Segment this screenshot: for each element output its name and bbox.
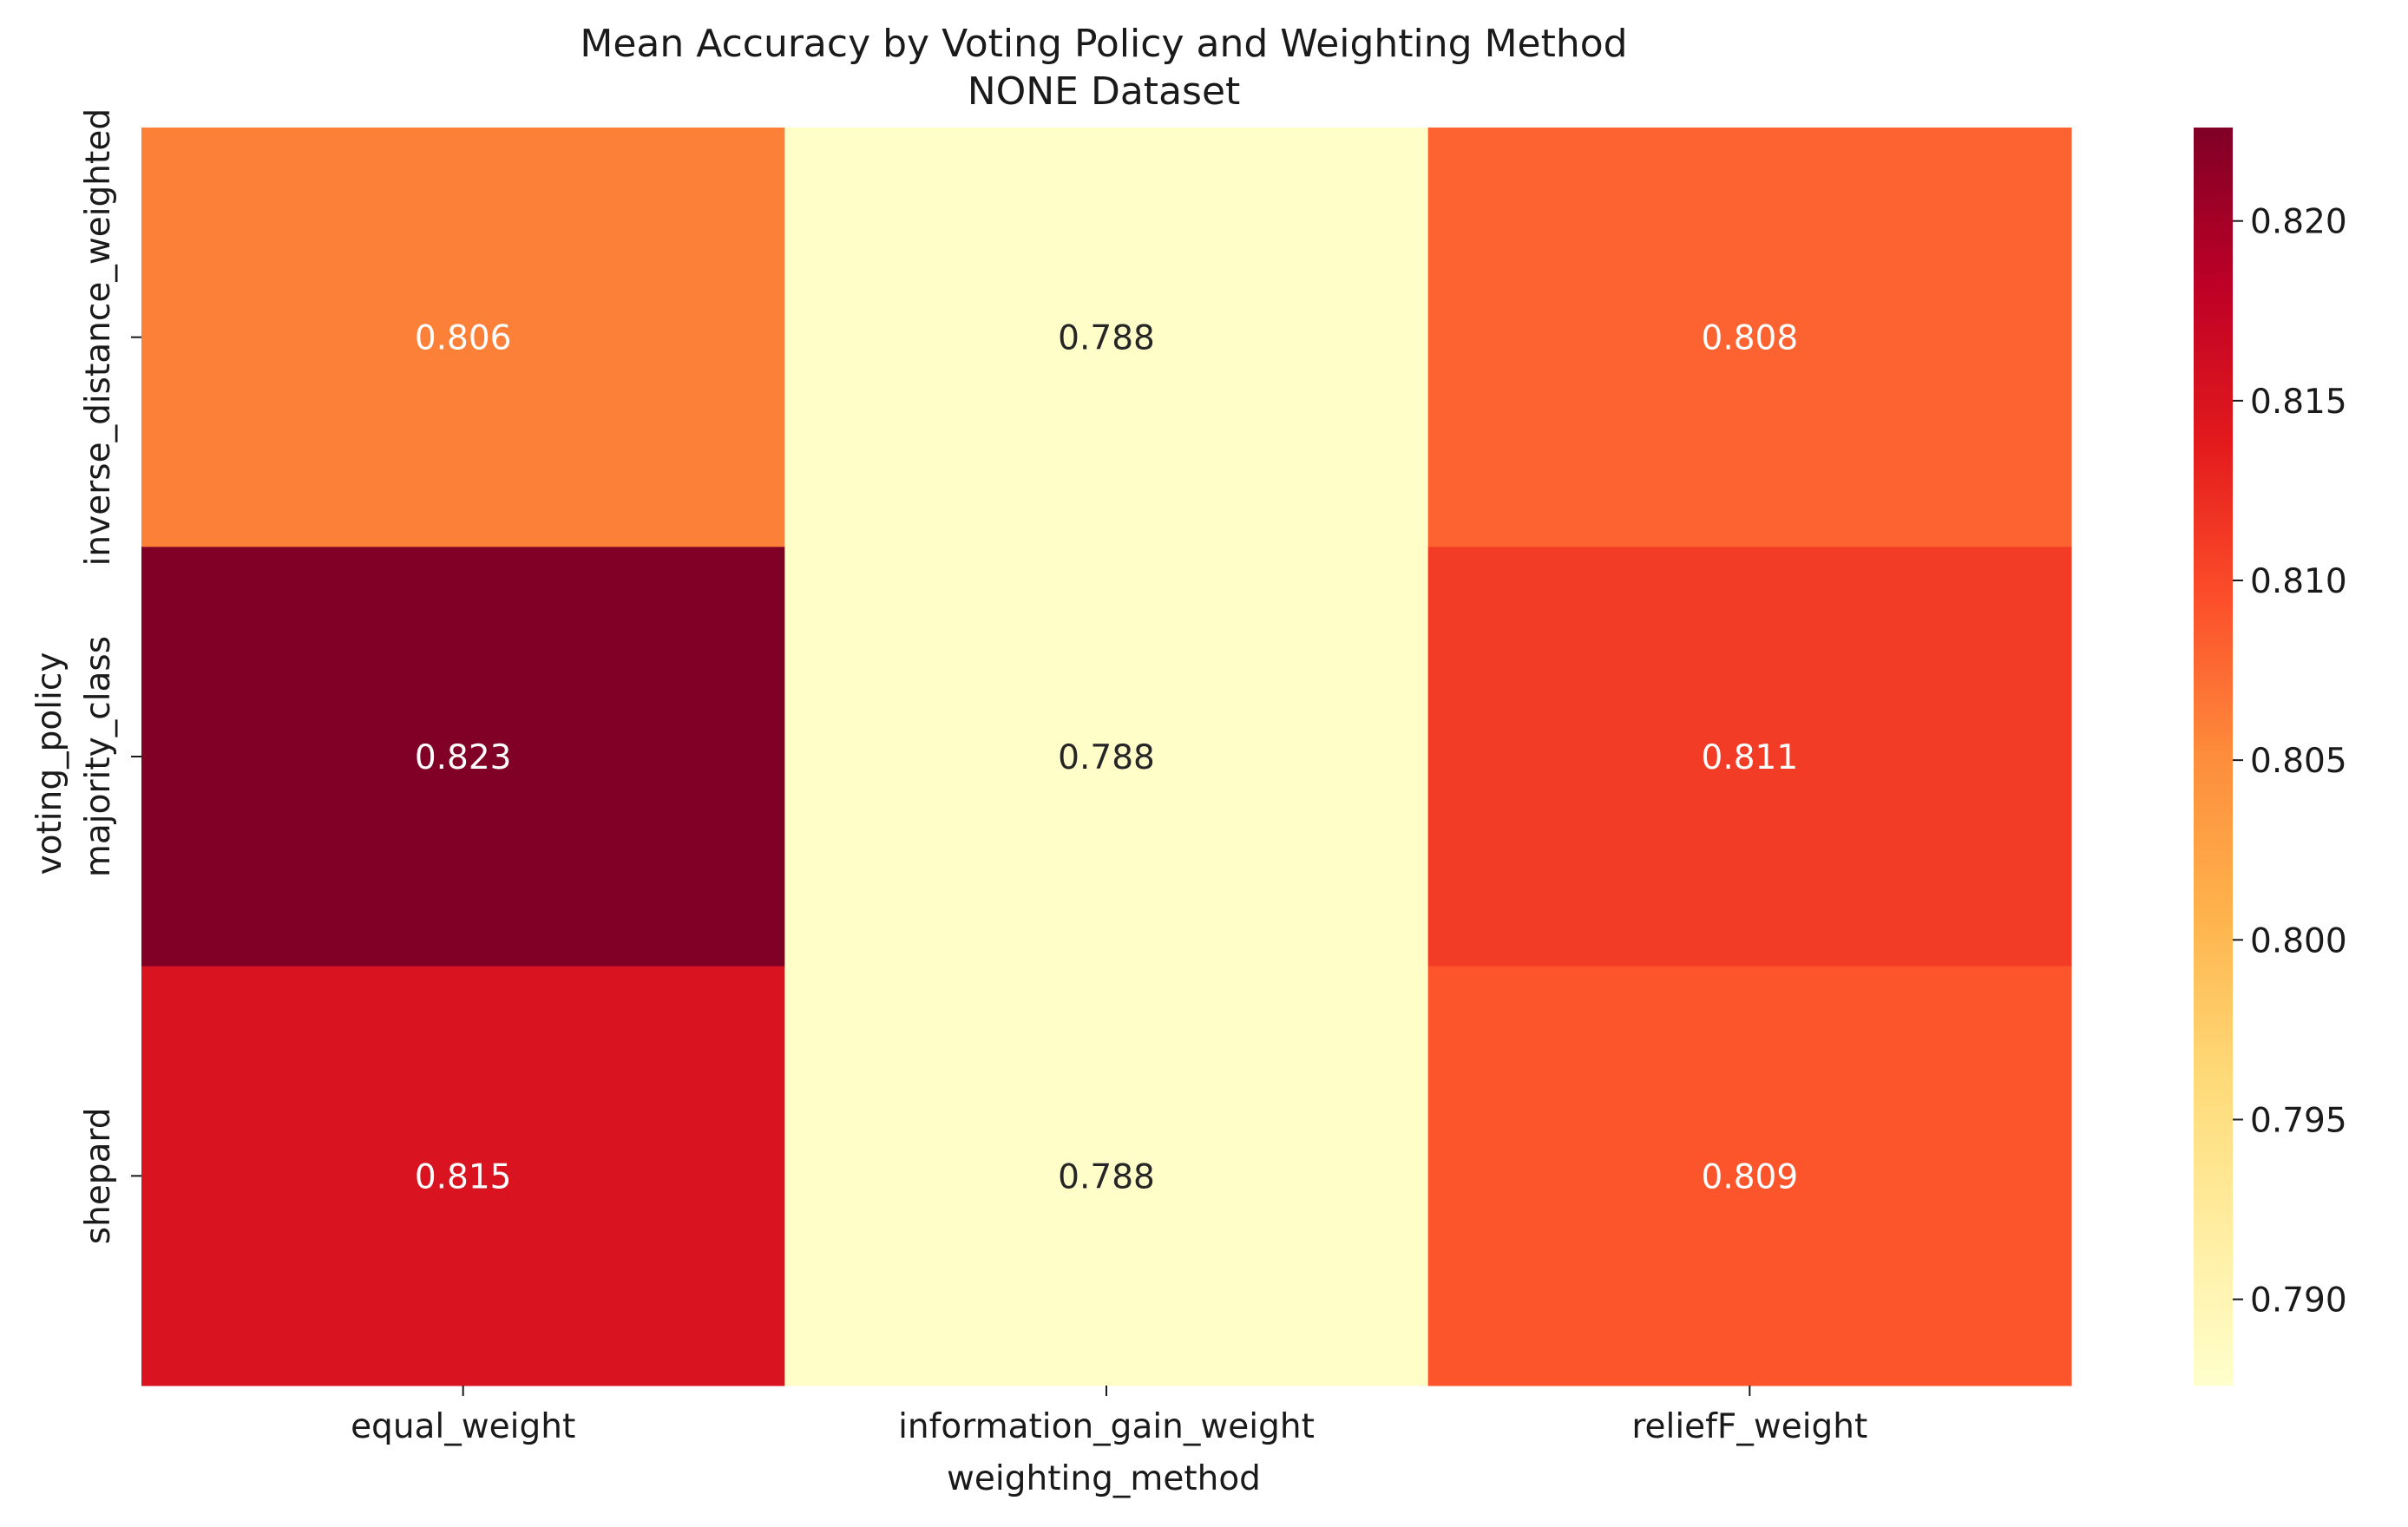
colorbar-tick-label: 0.820	[2250, 203, 2347, 242]
cell-value-label: 0.788	[1058, 738, 1155, 777]
cell-value-label: 0.806	[415, 319, 512, 358]
colorbar-tick-label: 0.815	[2250, 383, 2347, 422]
heatmap-cell	[784, 966, 1429, 1386]
y-axis-label: voting_policy	[30, 652, 69, 875]
colorbar-tick-label: 0.790	[2250, 1281, 2347, 1321]
colorbar-tick-label: 0.795	[2250, 1101, 2347, 1140]
heatmap-cell	[141, 128, 785, 547]
chart-title: Mean Accuracy by Voting Policy and Weigh…	[580, 22, 1627, 66]
y-tick-label: majority_class	[79, 636, 118, 877]
x-tick-label: reliefF_weight	[1631, 1407, 1867, 1446]
heatmap-cell	[141, 547, 785, 967]
cell-value-label: 0.811	[1702, 738, 1799, 777]
x-tick-label: equal_weight	[351, 1407, 575, 1446]
y-axis: inverse_distance_weighted majority_classs…	[79, 108, 141, 1244]
cell-value-label: 0.815	[415, 1157, 512, 1196]
heatmap-cell	[784, 128, 1429, 547]
chart-subtitle: NONE Dataset	[968, 69, 1241, 114]
heatmap-cell	[1427, 966, 2072, 1386]
heatmap-cell	[1427, 547, 2072, 967]
heatmap-cell	[1427, 128, 2072, 547]
y-tick-label: shepard	[79, 1107, 118, 1244]
heatmap-cell	[784, 547, 1429, 967]
heatmap-cell	[141, 966, 785, 1386]
colorbar-tick-label: 0.800	[2250, 921, 2347, 960]
cell-value-label: 0.788	[1058, 319, 1155, 358]
heatmap-cells: 0.806 0.788 0.808 0.823 0.788 0.811 0.815 0.788…	[141, 128, 2072, 1386]
x-tick-label: information_gain_weight	[898, 1407, 1315, 1446]
x-axis: equal_weight information_gain_weight relie…	[351, 1386, 1867, 1446]
x-axis-label: weighting_method	[947, 1459, 1261, 1498]
colorbar: 0.790 0.795 0.800 0.805 0.810 0.815 0.820	[2194, 128, 2347, 1386]
colorbar-tick-label: 0.810	[2250, 562, 2347, 601]
colorbar-tick-label: 0.805	[2250, 742, 2347, 781]
cell-value-label: 0.788	[1058, 1157, 1155, 1196]
colorbar-gradient	[2194, 128, 2233, 1386]
cell-value-label: 0.809	[1702, 1157, 1799, 1196]
y-tick-label: inverse_distance_weighted	[79, 108, 118, 566]
cell-value-label: 0.823	[415, 738, 512, 777]
cell-value-label: 0.808	[1702, 319, 1799, 358]
